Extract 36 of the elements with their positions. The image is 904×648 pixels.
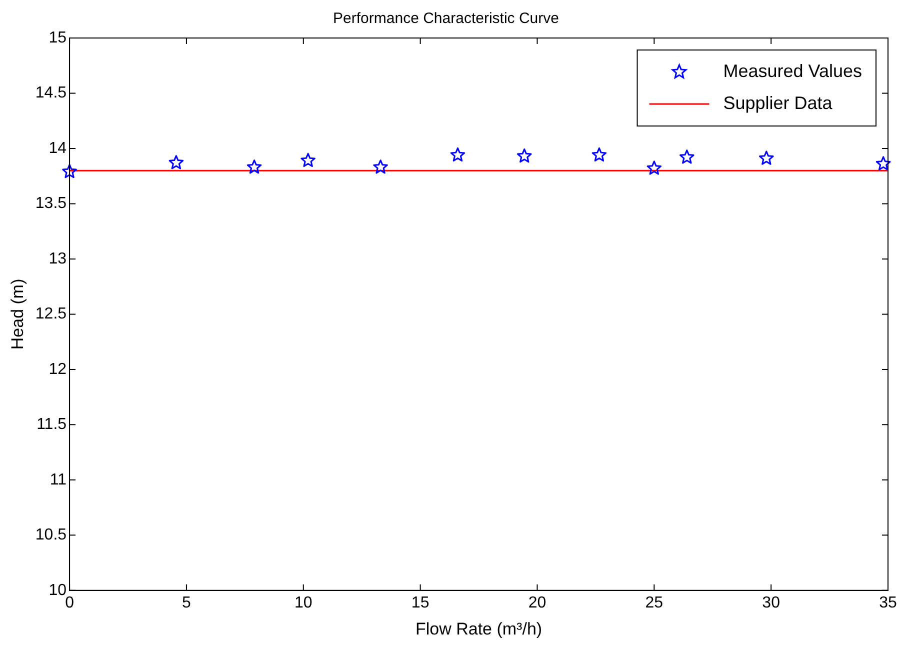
legend-label: Supplier Data — [723, 92, 834, 113]
x-tick-label: 35 — [879, 594, 897, 612]
point — [516, 148, 532, 163]
point — [300, 152, 316, 168]
y-tick-label: 13 — [48, 250, 67, 268]
x-tick-label: 30 — [762, 594, 780, 612]
point — [62, 164, 77, 178]
y-tick-label: 12.5 — [35, 306, 67, 323]
x-tick-label: 10 — [294, 594, 312, 612]
x-tick-label: 5 — [182, 594, 192, 612]
y-axis-title: Head (m) — [8, 278, 27, 350]
point — [876, 156, 891, 170]
x-tick-label: 25 — [645, 594, 664, 612]
y-tick-label: 13.5 — [35, 195, 67, 212]
point — [450, 147, 466, 162]
point — [679, 150, 694, 164]
point — [373, 160, 388, 174]
point — [246, 160, 262, 174]
y-tick-label: 10.5 — [35, 526, 67, 544]
y-tick-label: 15 — [48, 29, 67, 46]
y-tick-label: 14 — [48, 140, 67, 157]
x-tick-label: 15 — [411, 594, 430, 612]
x-tick-label: 20 — [528, 594, 546, 612]
point — [592, 147, 607, 162]
chart-title: Performance Characteristic Curve — [333, 10, 559, 28]
legend-label: Measured Values — [723, 60, 862, 81]
point — [646, 160, 662, 175]
y-tick-label: 11.5 — [36, 416, 67, 434]
y-tick-label: 10 — [48, 582, 67, 599]
y-tick-label: 12 — [48, 360, 67, 378]
point — [758, 150, 774, 165]
y-tick-label: 14.5 — [35, 84, 67, 102]
point — [168, 155, 184, 170]
y-tick-label: 11 — [50, 471, 67, 488]
x-tick-label: 0 — [65, 594, 74, 612]
x-axis-title: Flow Rate (m³/h) — [415, 619, 542, 638]
